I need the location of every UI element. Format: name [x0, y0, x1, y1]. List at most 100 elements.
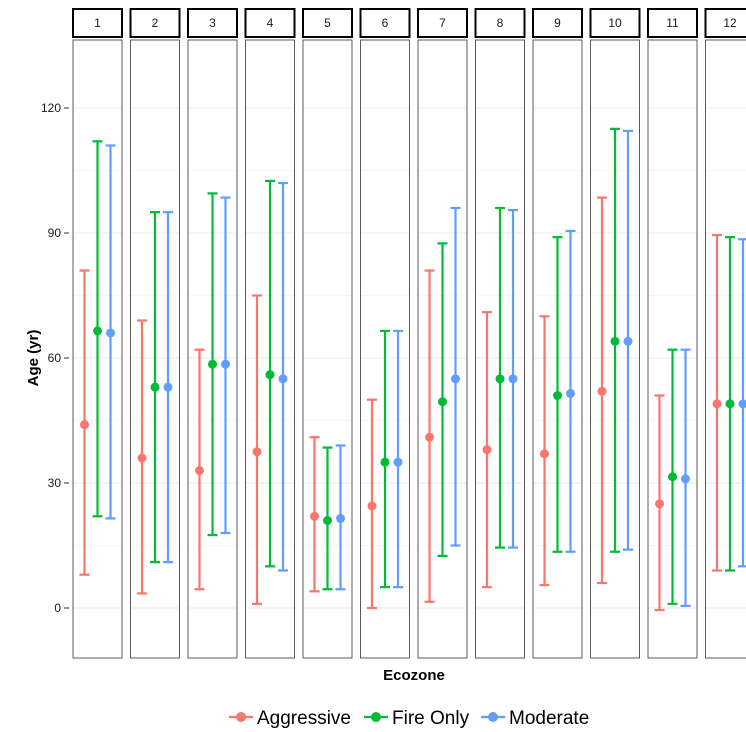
panel-border — [130, 39, 180, 659]
facet-strip — [474, 8, 526, 38]
facet-panel-11: 11 — [647, 8, 698, 659]
facet-panel-4: 4 — [244, 8, 296, 659]
facet-strip — [129, 8, 181, 38]
point-aggressive — [80, 420, 89, 430]
facet-strip-label: 1 — [94, 16, 101, 30]
panel-border — [532, 39, 583, 659]
facet-strip — [72, 8, 123, 38]
point-moderate — [738, 399, 746, 409]
y-tick-label: 90 — [48, 226, 62, 240]
legend-label-fire-only: Fire Only — [392, 708, 470, 729]
point-fire-only — [553, 391, 562, 400]
facet-strip-label: 11 — [666, 16, 679, 30]
facet-strip-label: 6 — [382, 16, 389, 30]
point-aggressive — [367, 501, 377, 511]
facet-strip-label: 9 — [554, 16, 561, 30]
facet-panel-8: 8 — [474, 8, 526, 659]
facet-panel-6: 6 — [359, 8, 411, 659]
facet-strip — [532, 8, 583, 38]
facet-strip — [417, 8, 468, 38]
point-aggressive — [482, 445, 492, 455]
facet-strip — [647, 8, 698, 38]
legend-key-point-moderate — [488, 712, 498, 722]
y-axis: 0 30 60 90 120 — [41, 101, 69, 615]
facet-panel-3: 3 — [187, 8, 238, 659]
point-fire-only — [438, 397, 447, 407]
facet-panel-12: 12 — [704, 8, 746, 659]
point-moderate — [163, 382, 173, 392]
facet-strip-label: 7 — [439, 16, 446, 30]
facet-strip — [302, 8, 353, 38]
point-aggressive — [195, 466, 204, 475]
point-fire-only — [725, 399, 735, 409]
y-tick-label: 0 — [54, 601, 61, 615]
point-moderate — [336, 513, 345, 523]
point-aggressive — [655, 499, 664, 509]
point-moderate — [681, 474, 690, 484]
panel-border — [417, 39, 468, 659]
legend: Aggressive Fire Only Moderate — [229, 708, 589, 729]
facet-strip-label: 5 — [324, 16, 331, 30]
point-aggressive — [310, 511, 319, 521]
point-moderate — [106, 328, 115, 338]
facets-layer: 1 2 3 4 5 6 7 8 9 10 11 12 — [72, 8, 746, 659]
point-fire-only — [380, 457, 390, 467]
panel-border — [590, 39, 640, 659]
panel-border — [360, 39, 410, 659]
y-tick-label: 30 — [48, 476, 62, 490]
point-moderate — [508, 374, 518, 384]
panel-border — [647, 39, 698, 659]
point-aggressive — [712, 399, 722, 409]
y-tick-label: 60 — [48, 351, 62, 365]
legend-key-point-fire-only — [371, 712, 381, 722]
point-moderate — [393, 457, 403, 467]
facet-strip — [187, 8, 238, 38]
point-aggressive — [597, 386, 607, 396]
panel-border — [187, 39, 238, 659]
point-moderate — [566, 388, 575, 398]
facet-strip-label: 12 — [723, 16, 737, 30]
panel-border — [245, 39, 295, 659]
point-moderate — [221, 359, 230, 369]
point-fire-only — [265, 370, 275, 380]
legend-label-moderate: Moderate — [509, 708, 589, 729]
facet-panel-5: 5 — [302, 8, 353, 659]
x-axis-title: Ecozone — [383, 667, 445, 684]
panel-border — [475, 39, 525, 659]
facet-strip-label: 3 — [209, 16, 216, 30]
point-aggressive — [425, 432, 434, 442]
facet-strip — [359, 8, 411, 38]
point-fire-only — [668, 472, 677, 482]
facet-panel-9: 9 — [532, 8, 583, 659]
point-moderate — [278, 374, 288, 384]
point-fire-only — [323, 516, 332, 525]
facet-panel-2: 2 — [129, 8, 181, 659]
point-fire-only — [610, 336, 620, 346]
point-fire-only — [93, 326, 102, 336]
legend-key-point-aggressive — [236, 712, 246, 722]
point-fire-only — [495, 374, 505, 384]
panel-border — [705, 39, 746, 659]
panel-border — [302, 39, 353, 659]
facet-strip-label: 8 — [497, 16, 504, 30]
facet-strip-label: 4 — [267, 16, 274, 30]
facet-strip — [589, 8, 641, 38]
legend-label-aggressive: Aggressive — [257, 708, 351, 729]
point-fire-only — [150, 382, 160, 392]
facet-strip — [244, 8, 296, 38]
point-moderate — [623, 336, 633, 346]
facet-strip-label: 2 — [152, 16, 159, 30]
facet-panel-10: 10 — [589, 8, 641, 659]
facet-strip — [704, 8, 746, 38]
y-tick-label: 120 — [41, 101, 61, 115]
point-aggressive — [137, 453, 147, 463]
point-fire-only — [208, 359, 217, 369]
panel-border — [72, 39, 123, 659]
facet-panel-1: 1 — [72, 8, 123, 659]
facet-panel-7: 7 — [417, 8, 468, 659]
point-moderate — [451, 374, 460, 384]
point-aggressive — [252, 447, 262, 457]
point-aggressive — [540, 449, 549, 459]
y-axis-title: Age (yr) — [25, 330, 42, 387]
